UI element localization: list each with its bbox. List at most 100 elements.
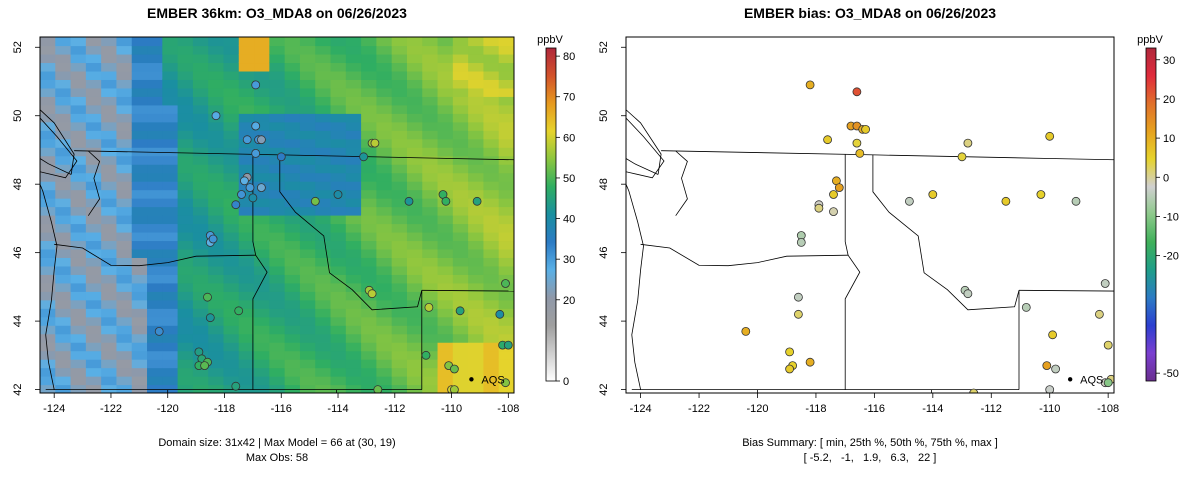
heatmap-cell xyxy=(177,342,194,352)
heatmap-cell xyxy=(483,172,500,182)
heatmap-cell xyxy=(101,325,118,335)
heatmap-cell xyxy=(70,248,87,258)
bias-chart-title: EMBER bias: O3_MDA8 on 06/26/2023 xyxy=(744,5,996,21)
heatmap-cell xyxy=(422,181,439,191)
heatmap-cell xyxy=(101,231,118,242)
heatmap-cell xyxy=(315,164,332,174)
heatmap-cell xyxy=(361,265,377,275)
colorbar-tick-label: 40 xyxy=(563,214,575,226)
heatmap-cell xyxy=(452,248,469,258)
heatmap-cell xyxy=(376,325,393,335)
heatmap-cell xyxy=(238,350,255,360)
heatmap-cell xyxy=(70,147,87,157)
heatmap-cell xyxy=(116,104,133,114)
heatmap-cell xyxy=(269,265,286,275)
heatmap-cell xyxy=(330,367,347,377)
heatmap-cell xyxy=(483,282,500,292)
heatmap-cell xyxy=(238,104,255,114)
heatmap-cell xyxy=(376,113,393,123)
heatmap-cell xyxy=(361,121,377,131)
heatmap-cell xyxy=(208,181,225,191)
bias-y-axis: 42 44 46 48 50 52 xyxy=(598,41,626,396)
heatmap-cell xyxy=(406,282,423,292)
heatmap-cell xyxy=(192,189,209,199)
heatmap-cell xyxy=(483,265,500,275)
obs-point xyxy=(237,190,246,199)
heatmap-cell xyxy=(483,104,500,114)
heatmap-cell xyxy=(269,350,286,360)
heatmap-cell xyxy=(330,359,347,369)
heatmap-cell xyxy=(269,172,286,182)
heatmap-cell xyxy=(376,274,393,284)
heatmap-cell xyxy=(391,172,408,182)
heatmap-cell xyxy=(315,189,332,199)
obs-point xyxy=(472,196,482,206)
heatmap-cell xyxy=(40,138,56,148)
heatmap-cell xyxy=(162,70,179,80)
heatmap-cell xyxy=(238,274,255,284)
heatmap-cell xyxy=(406,359,423,369)
heatmap-cell xyxy=(40,223,56,233)
heatmap-cell xyxy=(406,37,423,47)
heatmap-cell xyxy=(361,113,377,123)
heatmap-cell xyxy=(376,147,393,157)
heatmap-cell xyxy=(55,45,72,55)
obs-point xyxy=(251,148,261,158)
heatmap-cell xyxy=(177,308,194,318)
heatmap-cell xyxy=(238,79,255,89)
heatmap-cell xyxy=(177,172,194,182)
heatmap-cell xyxy=(330,282,347,292)
heatmap-cell xyxy=(116,299,133,309)
heatmap-cell xyxy=(40,62,56,72)
heatmap-cell xyxy=(116,342,133,352)
heatmap-cell xyxy=(85,70,102,80)
heatmap-cell xyxy=(85,198,102,208)
heatmap-cell xyxy=(147,342,163,352)
heatmap-cell xyxy=(437,223,454,233)
heatmap-cell xyxy=(315,257,332,267)
heatmap-cell xyxy=(192,181,209,191)
heatmap-cell xyxy=(40,240,56,250)
obs-point xyxy=(450,385,459,393)
heatmap-cell xyxy=(361,223,377,233)
heatmap-cell xyxy=(116,240,133,250)
heatmap-cell xyxy=(147,248,163,258)
heatmap-cell xyxy=(284,53,301,64)
heatmap-cell xyxy=(330,308,347,318)
obs-point xyxy=(495,309,505,319)
heatmap-cell xyxy=(192,198,209,208)
heatmap-cell xyxy=(468,223,485,233)
heatmap-cell xyxy=(437,342,454,352)
heatmap-cell xyxy=(177,37,194,47)
heatmap-cell xyxy=(238,70,255,80)
heatmap-cell xyxy=(437,282,454,292)
heatmap-cell xyxy=(162,282,179,292)
heatmap-cell xyxy=(376,138,393,148)
heatmap-cell xyxy=(85,257,102,267)
heatmap-cell xyxy=(254,333,270,343)
map-line-idaho xyxy=(844,154,861,390)
heatmap-cell xyxy=(406,231,423,242)
obs-point xyxy=(1001,196,1011,206)
heatmap-cell xyxy=(70,87,87,97)
heatmap-cell xyxy=(40,282,56,292)
heatmap-cell xyxy=(299,265,316,275)
heatmap-cell xyxy=(315,350,332,360)
heatmap-cell xyxy=(269,299,286,309)
heatmap-cell xyxy=(55,257,72,267)
heatmap-cell xyxy=(70,316,87,326)
heatmap-cell xyxy=(254,231,270,242)
heatmap-cell xyxy=(40,333,56,343)
heatmap-cell xyxy=(208,147,225,157)
heatmap-cell xyxy=(376,45,393,55)
heatmap-cell xyxy=(238,87,255,97)
heatmap-cell xyxy=(70,79,87,89)
heatmap-cell xyxy=(116,376,133,386)
obs-point xyxy=(1100,279,1110,288)
heatmap-cell xyxy=(422,96,439,106)
heatmap-cell xyxy=(345,87,362,97)
heatmap-cell xyxy=(345,316,362,326)
heatmap-cell xyxy=(116,291,133,301)
heatmap-cell xyxy=(85,350,102,360)
heatmap-cell xyxy=(55,206,72,216)
